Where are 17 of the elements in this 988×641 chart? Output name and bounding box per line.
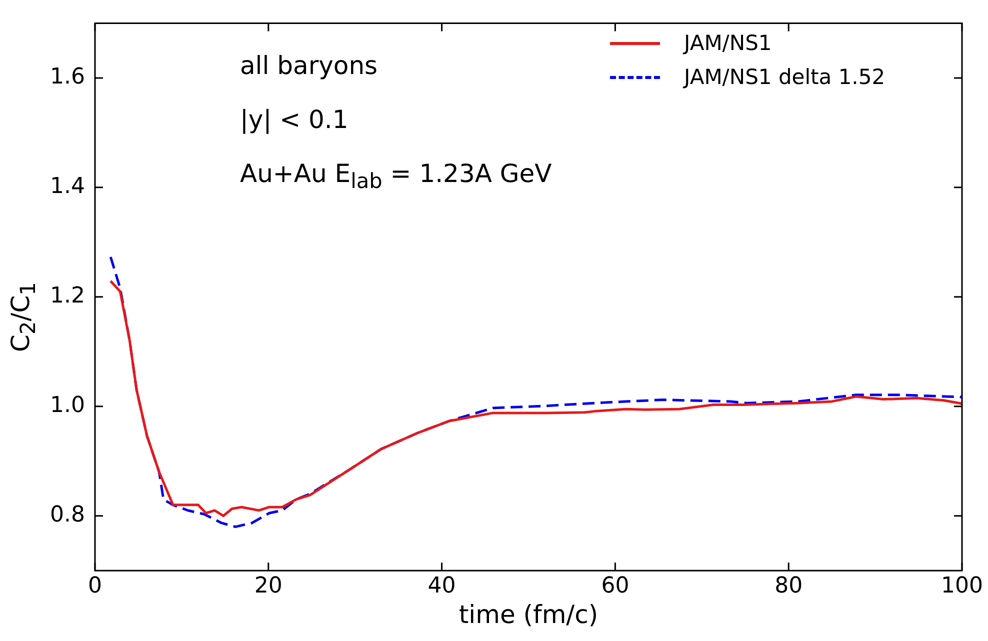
y-tick-label: 1.0 xyxy=(50,393,85,418)
annotation: |y| < 0.1 xyxy=(240,105,348,134)
x-tick-label: 0 xyxy=(88,574,102,599)
y-tick-label: 1.2 xyxy=(50,284,85,309)
x-axis-title: time (fm/c) xyxy=(458,600,600,629)
x-tick-label: 100 xyxy=(941,574,983,599)
y-tick-label: 0.8 xyxy=(50,502,85,528)
x-tick-label: 80 xyxy=(774,574,803,599)
y-tick-label: 1.6 xyxy=(50,64,85,90)
legend-label: JAM/NS1 xyxy=(684,31,772,55)
annotation: all baryons xyxy=(240,51,378,80)
x-tick-label: 60 xyxy=(601,574,630,599)
x-tick-label: 20 xyxy=(254,574,282,599)
y-tick-label: 1.4 xyxy=(50,174,85,200)
legend-label: JAM/NS1 delta 1.52 xyxy=(684,65,886,89)
x-tick-label: 40 xyxy=(428,574,456,599)
annotation: Au+Au E$_{lab}$ = 1.23A GeV xyxy=(240,159,552,194)
